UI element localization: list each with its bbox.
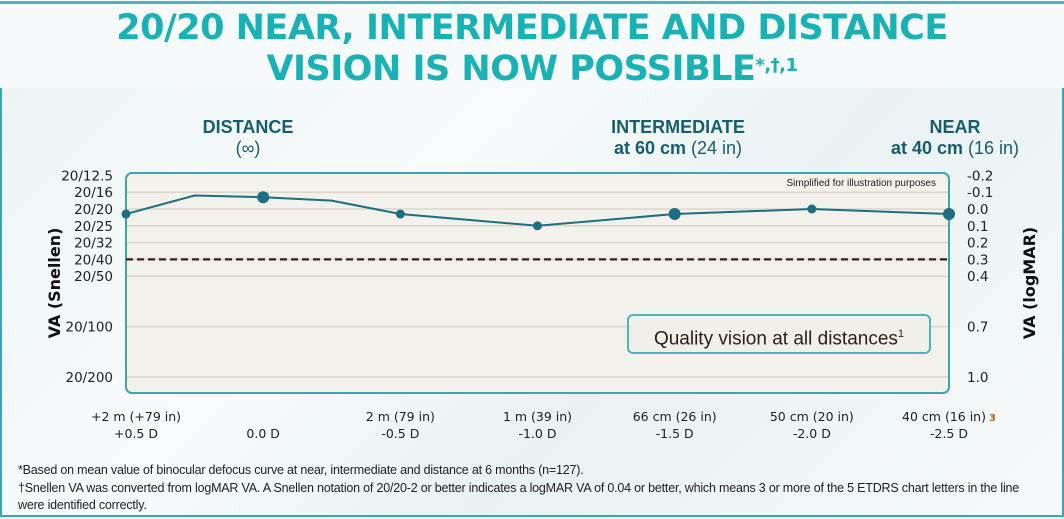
data-point <box>807 204 817 214</box>
x-tick-distance: 66 cm (26 in) <box>633 409 717 424</box>
data-point <box>257 191 270 204</box>
y-tick-snellen: 20/100 <box>66 320 114 336</box>
y-tick-snellen: 20/25 <box>74 219 113 235</box>
plot-border <box>125 172 950 394</box>
zone-sub: (16 in) <box>963 138 1020 158</box>
zone-label: NEAR <box>929 117 981 137</box>
x-tick-diopter: -2.0 D <box>793 426 831 441</box>
data-point <box>395 209 405 219</box>
y-tick-logmar: 1.0 <box>967 370 988 386</box>
x-tick-distance: 2 m (79 in) <box>366 409 435 424</box>
y-tick-snellen: 20/12.5 <box>61 168 113 184</box>
zone-sub: (∞) <box>235 138 261 158</box>
zone-near: NEAR at 40 cm (16 in) <box>870 117 1040 159</box>
illustration-note: Simplified for illustration purposes <box>786 178 936 189</box>
y-tick-snellen: 20/200 <box>66 370 114 386</box>
title-line-2-text: VISION IS NOW POSSIBLE <box>266 49 756 89</box>
zone-sub: (24 in) <box>686 138 743 158</box>
y-tick-logmar: 0.4 <box>967 269 988 285</box>
zone-distance: DISTANCE (∞) <box>168 117 328 159</box>
footnote-2: †Snellen VA was converted from logMAR VA… <box>18 480 1020 513</box>
y-tick-snellen: 20/32 <box>74 236 113 252</box>
zone-sub-bold: at 60 cm <box>613 138 686 158</box>
zone-label: INTERMEDIATE <box>611 117 745 137</box>
title-footnote-marks: *,†,1 <box>755 55 798 76</box>
x-tick-distance: 50 cm (20 in) <box>770 409 854 424</box>
y-tick-snellen: 20/16 <box>74 185 113 201</box>
zone-label: DISTANCE <box>202 117 294 137</box>
x-tick-diopter: -2.5 D <box>930 426 968 441</box>
y-tick-logmar: 0.2 <box>967 236 988 252</box>
data-point <box>668 208 681 221</box>
x-tick-diopter: -0.5 D <box>381 426 419 441</box>
zone-intermediate: INTERMEDIATE at 60 cm (24 in) <box>578 117 778 159</box>
x-tick-sup: 3 <box>989 413 996 424</box>
x-tick-diopter: 0.0 D <box>246 426 279 441</box>
x-tick-diopter: -1.5 D <box>656 426 694 441</box>
y-tick-logmar: 0.0 <box>967 202 988 218</box>
y-tick-logmar: 0.3 <box>967 252 988 268</box>
y-axis-label-right: VA (logMAR) <box>1020 227 1039 339</box>
callout-sup: 1 <box>897 328 905 340</box>
page-title: 20/20 NEAR, INTERMEDIATE AND DISTANCE VI… <box>0 8 1064 90</box>
y-axis-label-left: VA (Snellen) <box>45 228 64 339</box>
y-tick-logmar: -0.1 <box>967 185 993 201</box>
y-tick-snellen: 20/40 <box>74 252 113 268</box>
y-tick-snellen: 20/50 <box>74 269 113 285</box>
data-point <box>121 209 131 219</box>
x-tick-distance: 40 cm (16 in) 3 <box>902 409 996 424</box>
footnotes: *Based on mean value of binocular defocu… <box>18 462 1048 515</box>
callout-text: Quality vision at all distances <box>653 328 898 350</box>
y-tick-logmar: 0.7 <box>967 320 988 336</box>
title-line-2: VISION IS NOW POSSIBLE*,†,1 <box>0 49 1064 90</box>
x-tick-diopter: +0.5 D <box>114 426 158 441</box>
y-tick-logmar: -0.2 <box>967 168 993 184</box>
data-point <box>943 208 955 221</box>
y-tick-snellen: 20/20 <box>74 202 113 218</box>
title-line-1: 20/20 NEAR, INTERMEDIATE AND DISTANCE <box>116 8 948 48</box>
x-tick-distance: +2 m (+79 in) <box>91 409 181 424</box>
top-rule <box>0 1 1064 4</box>
x-tick-diopter: -1.0 D <box>519 426 557 441</box>
plot-area <box>126 173 949 393</box>
y-tick-logmar: 0.1 <box>967 219 988 235</box>
x-tick-distance: 1 m (39 in) <box>503 409 572 424</box>
data-point <box>533 221 542 231</box>
zone-sub-bold: at 40 cm <box>890 138 963 158</box>
callout-box: Quality vision at all distances1 <box>627 314 931 354</box>
footnote-1: *Based on mean value of binocular defocu… <box>18 463 584 477</box>
